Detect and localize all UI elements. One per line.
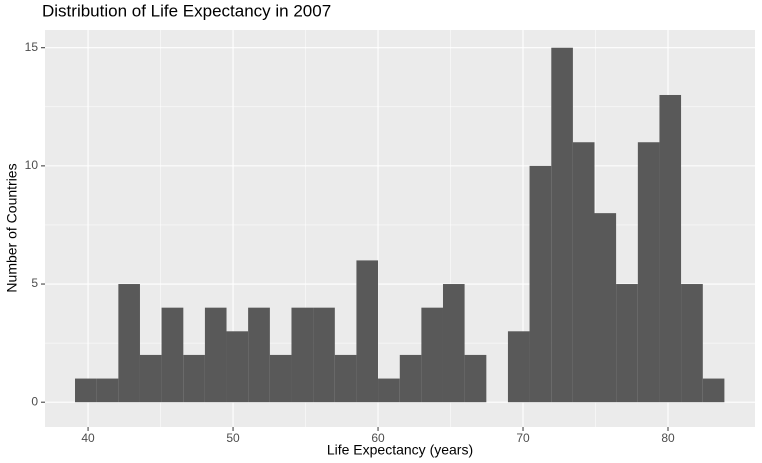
x-tick-label: 40 bbox=[81, 431, 95, 445]
bar bbox=[313, 307, 335, 403]
x-tick-label: 80 bbox=[661, 431, 675, 445]
bar bbox=[681, 284, 703, 403]
bar bbox=[659, 94, 682, 403]
y-tick-label: 0 bbox=[31, 394, 38, 408]
bar bbox=[75, 378, 97, 403]
bar bbox=[334, 354, 357, 403]
bar bbox=[378, 378, 400, 403]
y-tick-label: 10 bbox=[25, 158, 39, 172]
bar bbox=[594, 213, 617, 403]
bar bbox=[356, 260, 379, 403]
bar bbox=[637, 142, 660, 403]
y-axis-title: Number of Countries bbox=[4, 163, 20, 292]
x-axis-title: Life Expectancy (years) bbox=[327, 442, 473, 458]
x-tick-label: 60 bbox=[371, 431, 385, 445]
bar bbox=[161, 307, 184, 403]
bar bbox=[399, 354, 422, 403]
bar bbox=[96, 378, 119, 403]
x-tick-label: 50 bbox=[226, 431, 240, 445]
bar bbox=[529, 165, 552, 403]
bar bbox=[572, 142, 595, 403]
bar bbox=[616, 284, 638, 403]
bar bbox=[269, 354, 292, 403]
bar bbox=[421, 307, 443, 403]
bar bbox=[204, 307, 227, 403]
chart-title: Distribution of Life Expectancy in 2007 bbox=[42, 1, 331, 20]
bar bbox=[464, 354, 487, 403]
x-tick-label: 70 bbox=[516, 431, 530, 445]
y-tick-label: 15 bbox=[25, 40, 39, 54]
bar bbox=[248, 307, 270, 403]
bar bbox=[183, 354, 205, 403]
bar bbox=[139, 354, 162, 403]
bar bbox=[442, 284, 465, 403]
bar bbox=[507, 331, 530, 403]
bar bbox=[226, 331, 249, 403]
y-tick-label: 5 bbox=[31, 276, 38, 290]
bar bbox=[551, 47, 573, 403]
bar bbox=[118, 284, 140, 403]
bar bbox=[702, 378, 725, 403]
bar bbox=[291, 307, 314, 403]
